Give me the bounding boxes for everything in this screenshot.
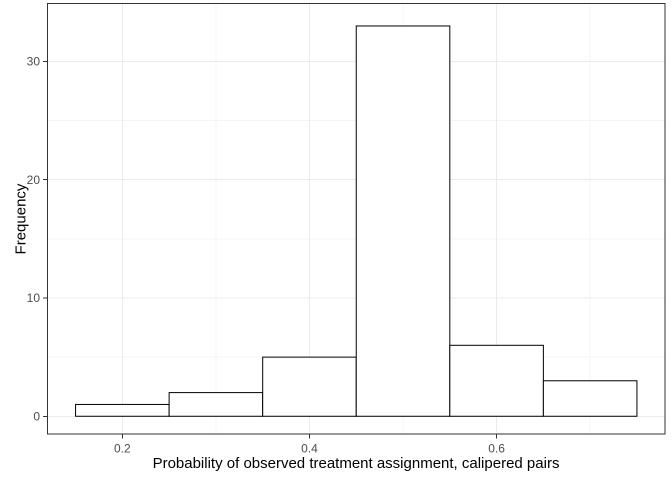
- histogram-bar: [168, 392, 264, 417]
- histogram-bar: [262, 356, 357, 417]
- histogram-bar: [542, 380, 638, 417]
- x-tick-label: 0.2: [114, 442, 131, 456]
- x-axis-title: Probability of observed treatment assign…: [153, 455, 560, 472]
- y-axis-title: Frequency: [13, 183, 30, 254]
- x-tick-label: 0.6: [488, 442, 505, 456]
- y-tick-label: 30: [27, 55, 41, 69]
- histogram-bar: [75, 403, 170, 417]
- x-tick-labels: 0.2 0.4 0.6: [114, 442, 505, 456]
- histogram-bars: [75, 25, 638, 417]
- x-tick-label: 0.4: [301, 442, 318, 456]
- y-tick-labels: 0 10 20 30: [27, 55, 41, 424]
- y-tick-label: 20: [27, 173, 41, 187]
- panel-border: [47, 3, 666, 435]
- axis-ticks: [43, 60, 498, 439]
- y-tick-label: 10: [27, 291, 41, 305]
- histogram-bar: [449, 344, 544, 417]
- y-tick-label: 0: [33, 409, 40, 423]
- histogram-bar: [355, 25, 451, 417]
